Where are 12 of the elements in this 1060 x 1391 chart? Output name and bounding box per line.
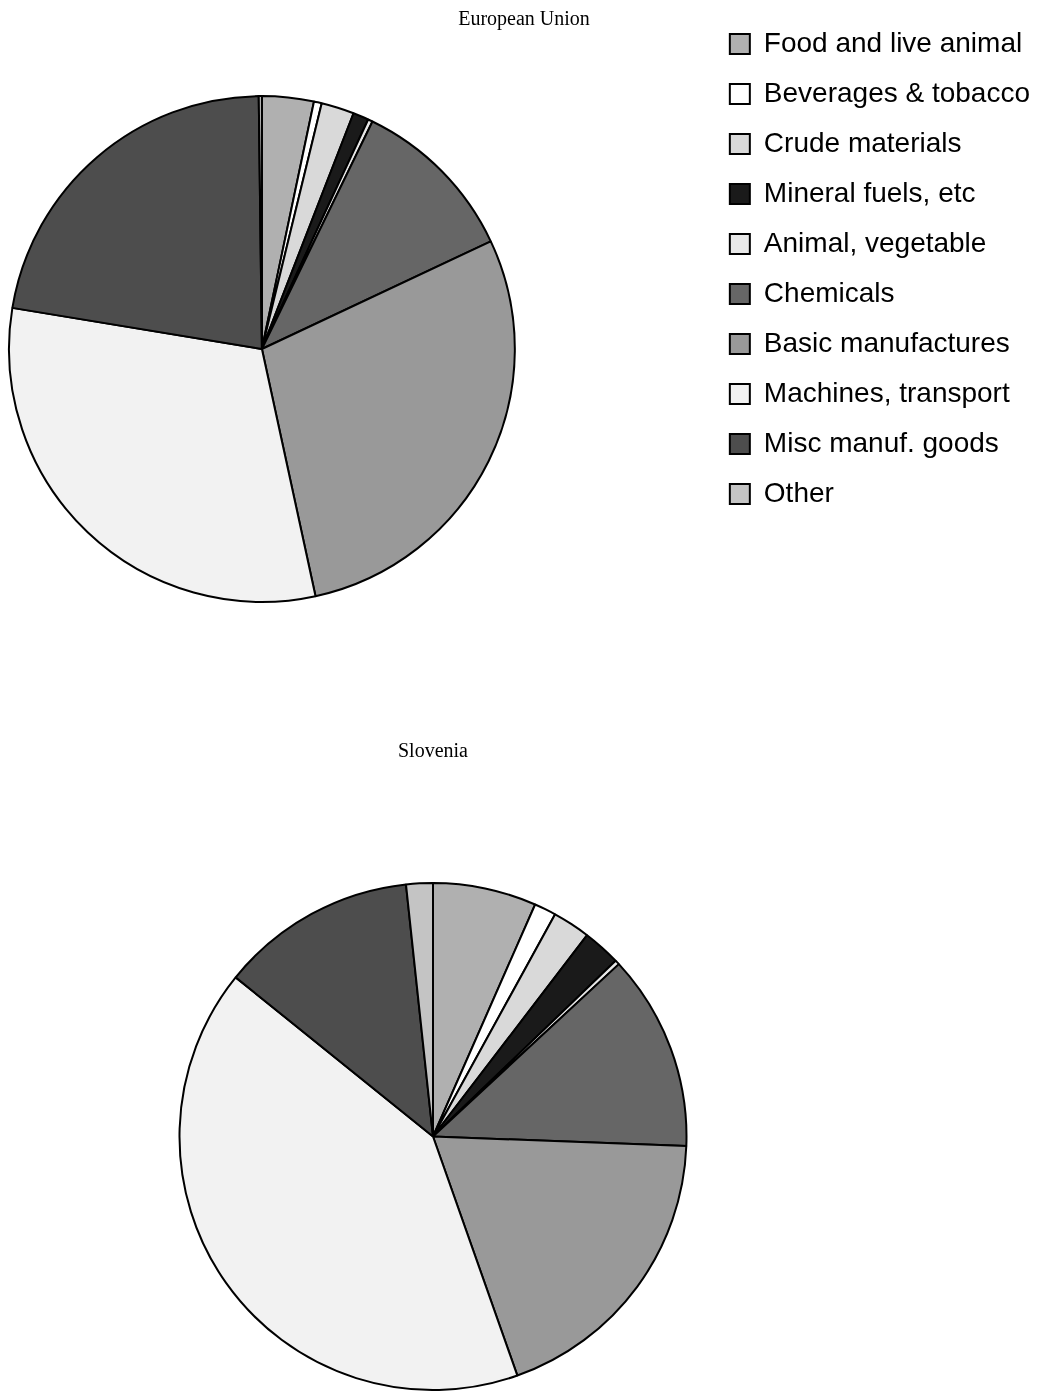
chart-title: Slovenia [398, 739, 469, 762]
legend-label: Basic manufactures [763, 326, 1010, 358]
legend-label: Other [763, 476, 834, 508]
legend-label: Misc manuf. goods [763, 426, 999, 458]
legend-label: Animal, vegetable [763, 226, 987, 258]
legend-label: Crude materials [763, 126, 962, 158]
legend-label: Beverages & tobacco [763, 76, 1031, 108]
legend-label: Food and live animal [763, 26, 1023, 58]
legend-label: Mineral fuels, etc [763, 176, 976, 208]
chart-title: European Union [458, 7, 590, 31]
legend-label: Machines, transport [763, 376, 1010, 408]
legend-label: Chemicals [763, 276, 895, 308]
